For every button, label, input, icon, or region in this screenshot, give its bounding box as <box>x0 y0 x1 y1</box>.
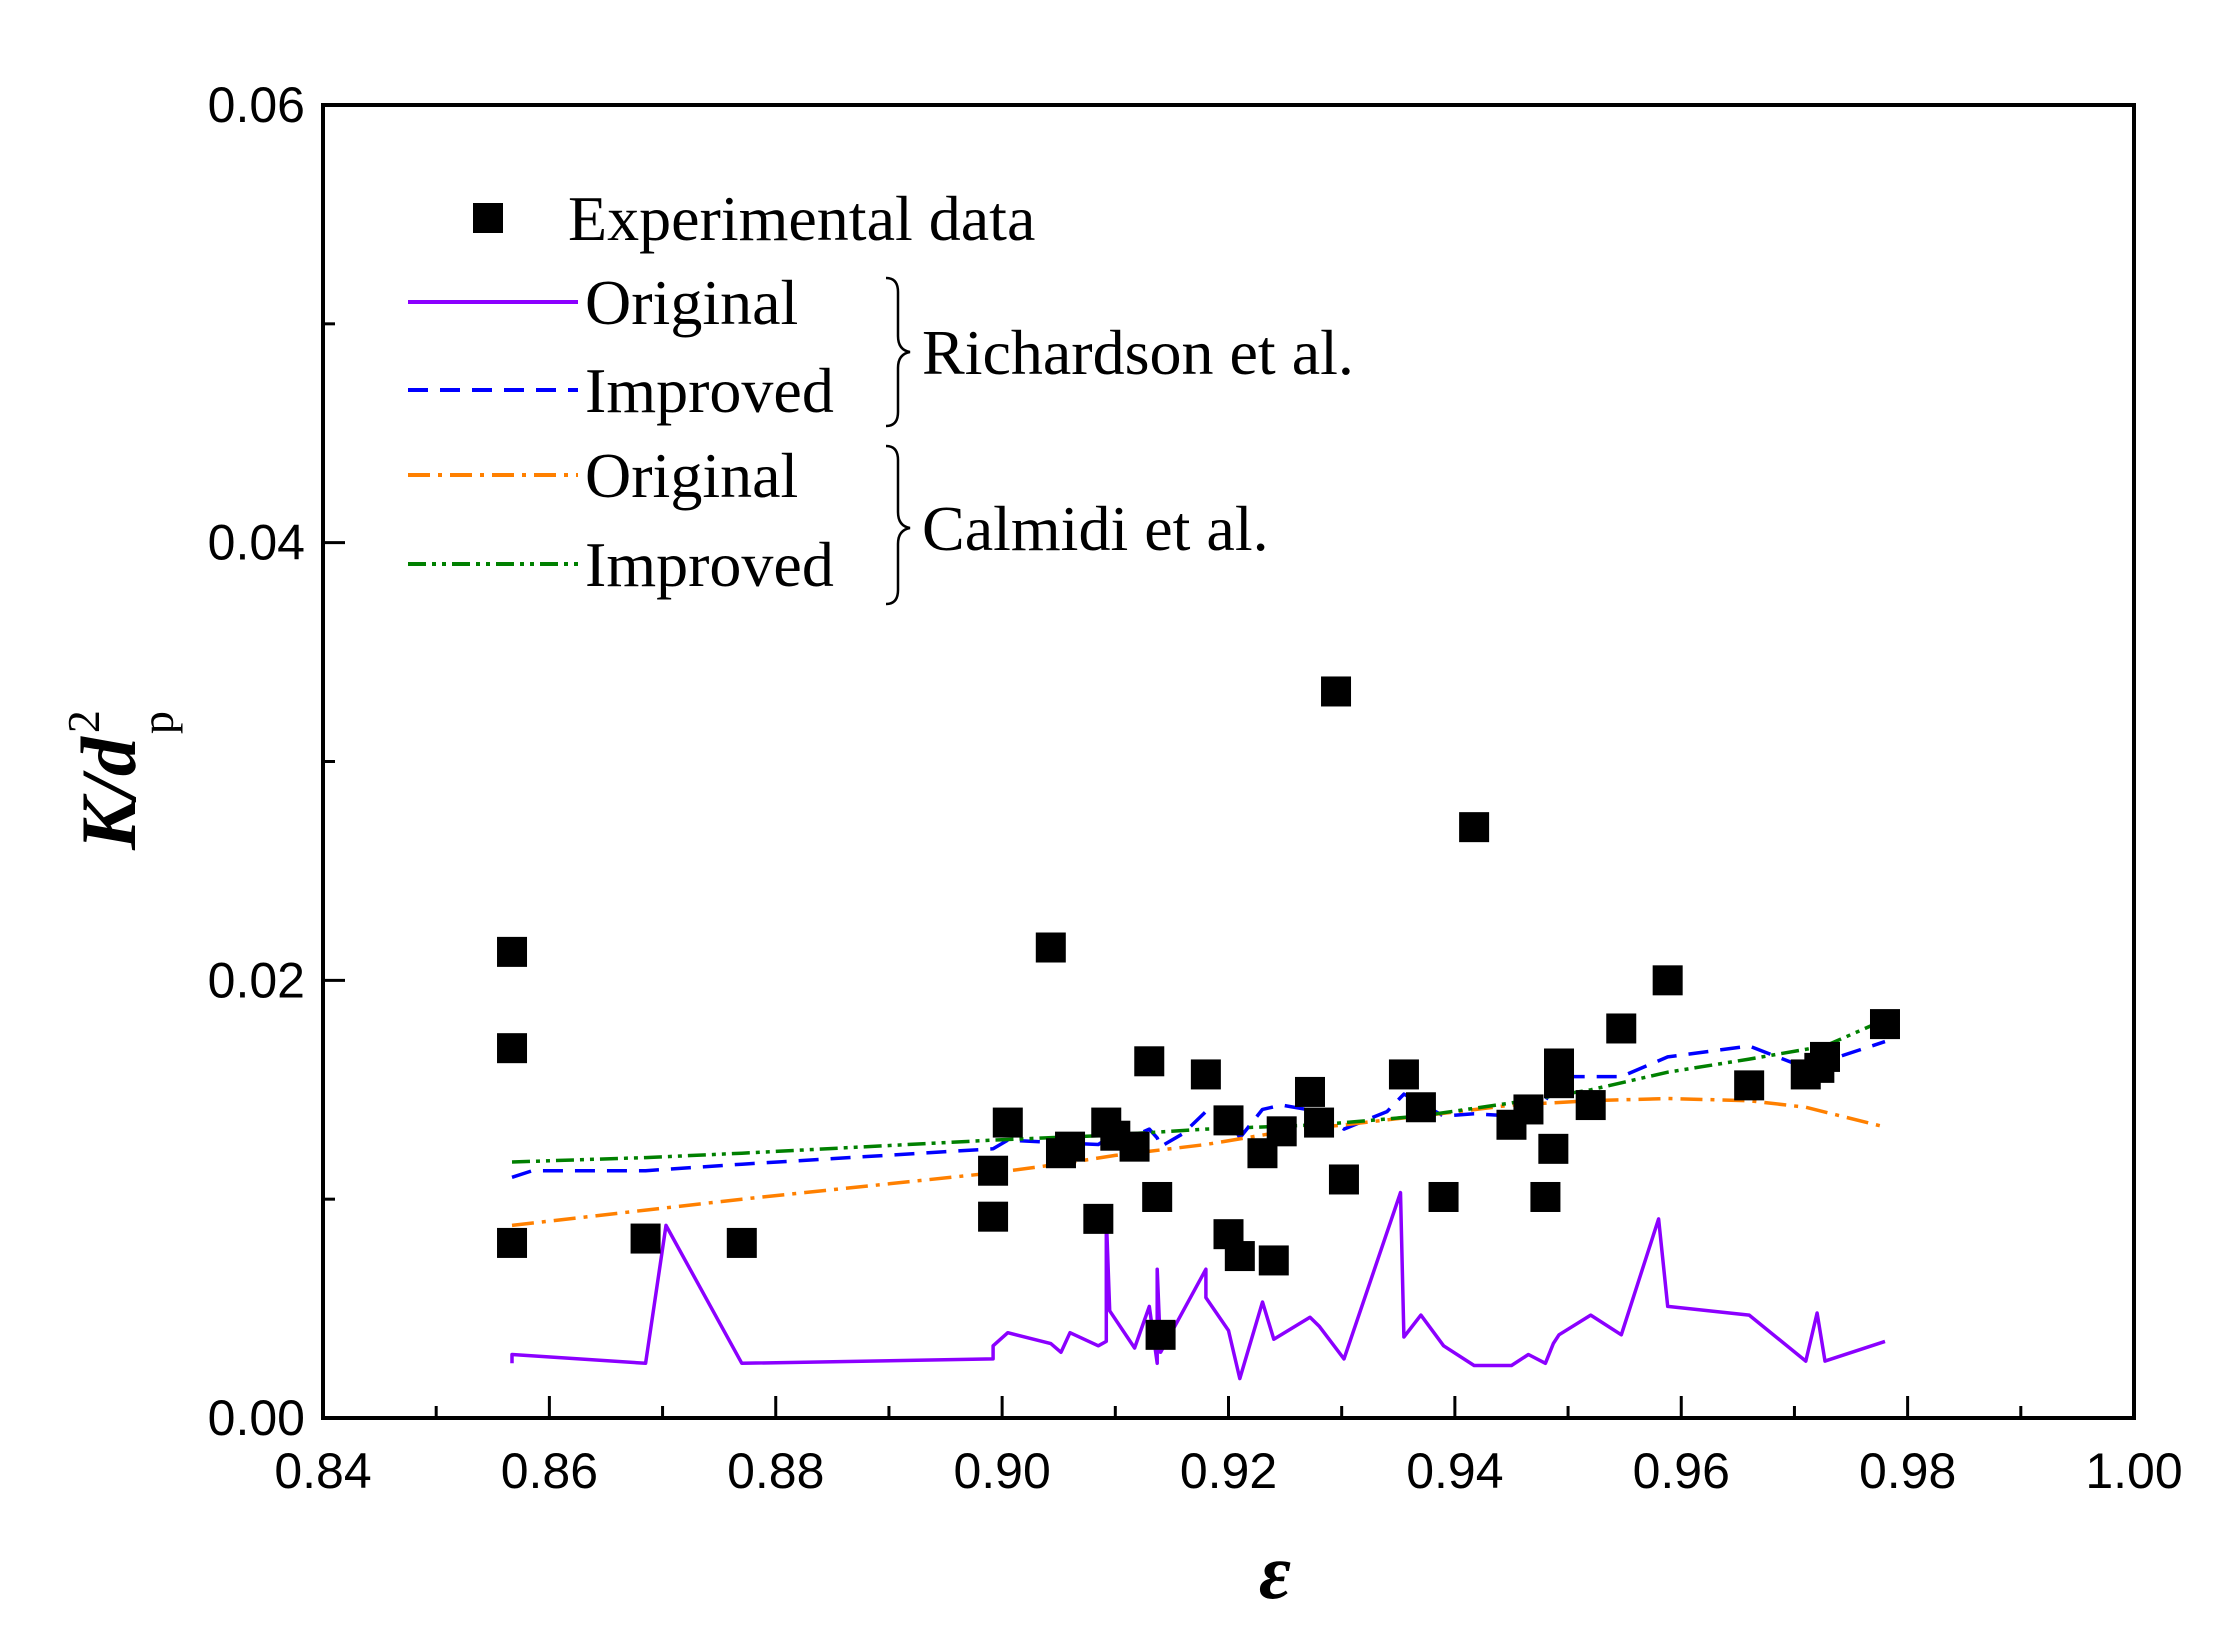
x-axis-title: ε <box>1259 1528 1291 1615</box>
y-tick-label: 0.00 <box>208 1390 305 1446</box>
experimental-point <box>1575 1090 1606 1121</box>
series-line-solid <box>510 1190 1886 1381</box>
experimental-point <box>1134 1046 1165 1077</box>
y-tick-label: 0.04 <box>208 515 305 571</box>
legend-group-calmidi: Calmidi et al. <box>922 493 1269 564</box>
experimental-point <box>630 1223 661 1254</box>
experimental-point <box>1055 1131 1086 1162</box>
experimental-point <box>1321 676 1352 707</box>
experimental-point <box>1459 812 1490 843</box>
experimental-point <box>1213 1105 1244 1136</box>
experimental-point <box>1224 1241 1255 1272</box>
experimental-point <box>1083 1203 1114 1234</box>
experimental-point <box>1544 1048 1575 1079</box>
legend-label-richardson-improved: Improved <box>585 355 834 426</box>
experimental-point <box>1145 1319 1176 1350</box>
experimental-point <box>1328 1164 1359 1195</box>
x-tick-label: 0.90 <box>953 1443 1050 1499</box>
experimental-point <box>1869 1009 1900 1040</box>
experimental-point <box>1513 1094 1544 1125</box>
experimental-point <box>1304 1107 1335 1138</box>
experimental-point <box>497 1033 528 1064</box>
y-tick-label: 0.02 <box>208 952 305 1008</box>
experimental-point <box>1035 932 1066 963</box>
y-axis-title: K/d 2 p <box>58 710 183 851</box>
experimental-point <box>992 1107 1023 1138</box>
experimental-point <box>978 1155 1009 1186</box>
y-axis-title-superscript: 2 <box>58 710 109 733</box>
legend-brace-richardson <box>885 276 911 428</box>
series-line-dashed <box>511 1039 1886 1179</box>
legend: Experimental data Original Improved Orig… <box>408 183 1354 606</box>
y-tick-label: 0.06 <box>208 77 305 133</box>
x-tick-label: 0.98 <box>1859 1443 1956 1499</box>
svg-text:K/d2p: K/d 2 p <box>58 710 183 851</box>
experimental-point <box>1142 1181 1173 1212</box>
experimental-point <box>726 1227 757 1258</box>
experimental-point <box>1266 1116 1297 1147</box>
legend-label-experimental: Experimental data <box>568 183 1035 254</box>
experimental-point <box>1538 1133 1569 1164</box>
experimental-point <box>497 936 528 967</box>
experimental-markers <box>497 676 1900 1350</box>
legend-group-richardson: Richardson et al. <box>922 317 1354 388</box>
legend-label-calmidi-improved: Improved <box>585 529 834 600</box>
x-tick-label: 0.94 <box>1406 1443 1503 1499</box>
experimental-point <box>1190 1059 1221 1090</box>
legend-brace-calmidi <box>885 444 911 606</box>
experimental-point <box>1405 1092 1436 1123</box>
experimental-point <box>978 1201 1009 1232</box>
x-tick-label: 0.86 <box>501 1443 598 1499</box>
x-tick-label: 1.00 <box>2085 1443 2182 1499</box>
experimental-point <box>1388 1059 1419 1090</box>
x-tick-label: 0.92 <box>1180 1443 1277 1499</box>
series-line-dash-dot-dot <box>511 1018 1886 1164</box>
x-tick-label: 0.88 <box>727 1443 824 1499</box>
x-tick-label: 0.96 <box>1633 1443 1730 1499</box>
y-tick-labels: 0.00 0.02 0.04 0.06 <box>208 77 305 1446</box>
y-axis-title-subscript: p <box>132 711 183 734</box>
experimental-point <box>1294 1076 1325 1107</box>
experimental-point <box>1734 1070 1765 1101</box>
axis-ticks <box>321 103 2136 1420</box>
experimental-point <box>1119 1131 1150 1162</box>
experimental-point <box>1258 1245 1289 1276</box>
experimental-point <box>1809 1041 1840 1072</box>
x-tick-label: 0.84 <box>274 1443 371 1499</box>
legend-label-calmidi-original: Original <box>585 440 798 511</box>
experimental-point <box>1530 1181 1561 1212</box>
experimental-point <box>497 1227 528 1258</box>
x-tick-labels: 0.84 0.86 0.88 0.90 0.92 0.94 0.96 0.98 1.00 <box>274 1443 2182 1499</box>
legend-marker-experimental <box>473 203 503 233</box>
experimental-point <box>1652 965 1683 996</box>
y-axis-title-main: K/d <box>65 736 152 851</box>
experimental-point <box>1428 1181 1459 1212</box>
experimental-point <box>1606 1013 1637 1044</box>
legend-label-richardson-original: Original <box>585 267 798 338</box>
